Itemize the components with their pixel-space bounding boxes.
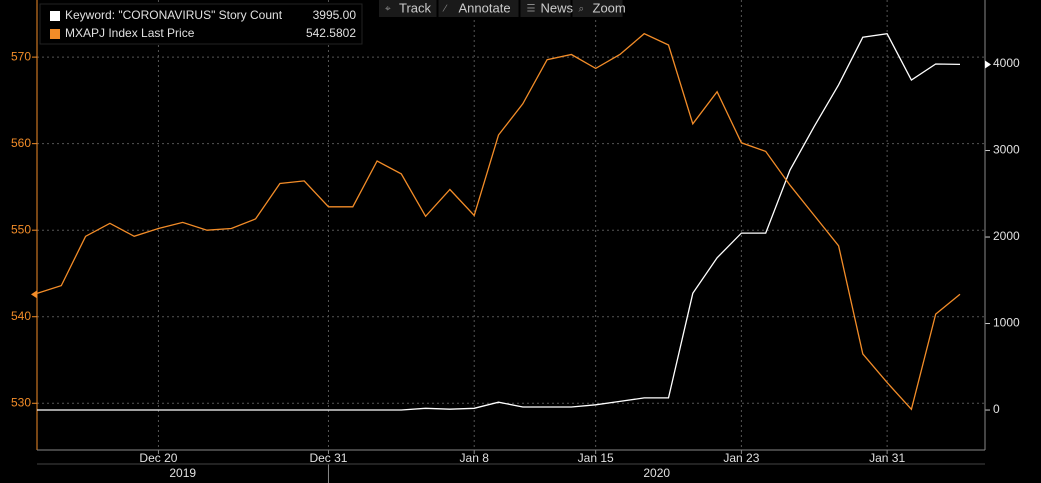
x-tick-label: Jan 23 <box>723 451 759 465</box>
toolbar-button[interactable]: ∕ Annotate <box>438 0 519 17</box>
toolbar-button-bg <box>438 0 519 17</box>
legend-swatch <box>50 11 60 21</box>
y-tick-label: 530 <box>11 395 31 409</box>
legend-box <box>39 3 363 45</box>
toolbar-button[interactable]: ⌖ Track <box>379 0 437 17</box>
toolbar-icon: ⌖ <box>385 4 391 15</box>
y2-tick-label: 4000 <box>993 56 1020 70</box>
y2-tick-label: 3000 <box>993 143 1020 157</box>
toolbar-button[interactable]: ⌕ Zoom <box>572 0 626 17</box>
x-tick-label: Dec 20 <box>139 451 177 465</box>
toolbar-label: Zoom <box>593 0 626 15</box>
toolbar-icon: ∕ <box>442 4 448 15</box>
y2-tick-label: 2000 <box>993 229 1020 243</box>
toolbar-icon: ☰ <box>527 4 536 15</box>
y-tick-label: 550 <box>11 222 31 236</box>
legend-value: 3995.00 <box>313 8 357 22</box>
toolbar-button-bg <box>572 0 623 17</box>
toolbar-label: Track <box>399 0 432 15</box>
legend-name: MXAPJ Index Last Price <box>65 26 195 40</box>
last-price-marker <box>31 290 37 299</box>
toolbar-button-bg <box>379 0 437 17</box>
toolbar-icon: ⌕ <box>579 4 585 15</box>
y2-tick-label: 0 <box>993 402 1000 416</box>
x-tick-label: Jan 8 <box>460 451 490 465</box>
toolbar-button-bg <box>520 0 571 17</box>
series-line <box>36 32 961 411</box>
toolbar-label: Annotate <box>459 0 511 15</box>
last-price-marker <box>985 60 991 69</box>
year-label: 2019 <box>169 466 196 480</box>
y-tick-label: 560 <box>11 136 31 150</box>
x-tick-label: Dec 31 <box>309 451 347 465</box>
legend-swatch <box>50 29 60 39</box>
y2-tick-label: 1000 <box>993 316 1020 330</box>
series-line <box>37 32 961 411</box>
toolbar-label: News <box>541 0 574 15</box>
x-tick-label: Jan 31 <box>869 451 905 465</box>
legend-name: Keyword: "CORONAVIRUS" Story Count <box>65 8 283 22</box>
legend-value: 542.5802 <box>306 26 356 40</box>
y-tick-label: 540 <box>11 309 31 323</box>
year-label: 2020 <box>643 466 670 480</box>
y-tick-label: 570 <box>11 49 31 63</box>
toolbar-button[interactable]: ☰ News <box>520 0 574 17</box>
x-tick-label: Jan 15 <box>578 451 614 465</box>
